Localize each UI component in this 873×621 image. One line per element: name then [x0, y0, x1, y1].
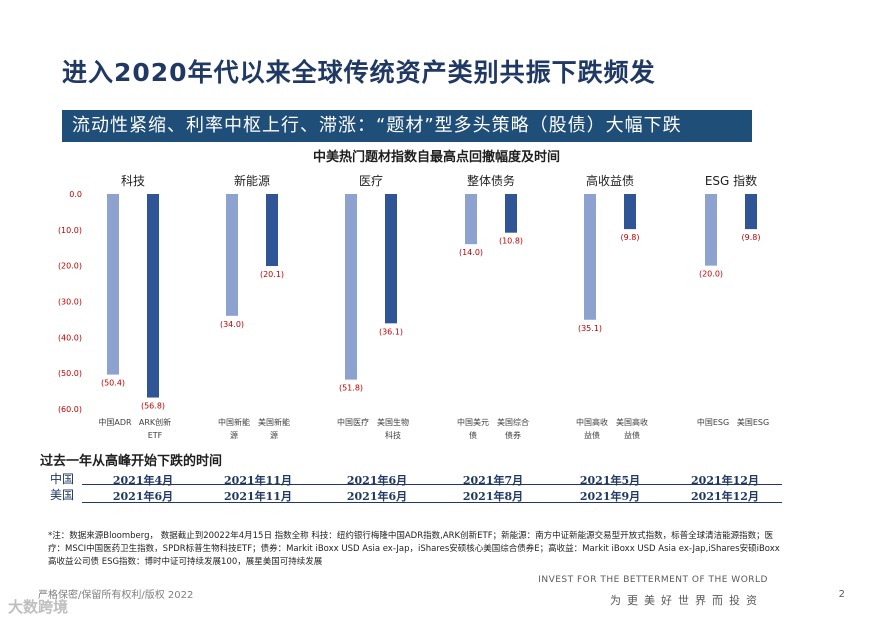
series-name-label: 益债: [584, 430, 600, 440]
date-us-newenergy: 2021年11月: [224, 490, 292, 503]
y-tick-label: (10.0): [58, 226, 82, 235]
category-label: 整体债务: [467, 173, 515, 188]
bar-us: [385, 194, 397, 324]
series-name-label: 美国新能: [258, 417, 290, 427]
series-name-label: 美国高收: [616, 417, 648, 427]
confidential-notice: 严格保密/保留所有权利/版权 2022: [38, 590, 194, 601]
category-label: 高收益债: [586, 173, 634, 188]
series-name-label: 美国ESG: [737, 417, 769, 427]
category-label: 医疗: [359, 174, 383, 188]
data-label: (50.4): [101, 379, 125, 388]
category-label: ESG 指数: [705, 173, 757, 188]
series-name-label: 中国美元: [457, 417, 489, 427]
bar-china: [705, 194, 717, 266]
data-label: (36.1): [379, 327, 403, 336]
date-us-medical: 2021年6月: [346, 490, 408, 503]
date-us-tech: 2021年6月: [112, 490, 174, 503]
bar-china: [345, 194, 357, 380]
timeline-row-label-us: 美国: [50, 488, 75, 502]
timeline-bottom-line: [82, 502, 782, 503]
section-banner: 流动性紧缩、利率中枢上行、滞涨：“题材”型多头策略（股债）大幅下跌: [62, 110, 752, 142]
y-tick-label: (50.0): [58, 369, 82, 378]
data-label: (14.0): [459, 248, 483, 257]
date-china-newenergy: 2021年11月: [224, 474, 292, 487]
date-china-tech: 2021年4月: [112, 474, 174, 487]
bar-china: [465, 194, 477, 245]
series-name-label: ETF: [148, 431, 163, 440]
timeline-row-label-china: 中国: [50, 472, 75, 486]
series-name-label: 中国ESG: [697, 417, 729, 427]
series-name-label: 中国新能: [218, 417, 250, 427]
watermark-logo: 大数跨境: [8, 598, 69, 616]
date-china-highyield: 2021年5月: [579, 474, 641, 487]
timeline-title: 过去一年从高峰开始下跌的时间: [40, 454, 223, 469]
date-us-bond: 2021年8月: [462, 490, 524, 503]
date-china-medical: 2021年6月: [346, 474, 408, 487]
timeline-divider: [82, 484, 782, 485]
data-label: (20.0): [699, 270, 723, 279]
series-name-label: 债券: [505, 430, 521, 440]
category-label: 科技: [121, 174, 145, 188]
data-label: (34.0): [220, 320, 244, 329]
y-tick-label: (60.0): [58, 405, 82, 414]
data-label: (10.8): [499, 237, 523, 246]
data-label: (56.8): [141, 402, 165, 411]
data-label: (20.1): [260, 270, 284, 279]
tagline-en: INVEST FOR THE BETTERMENT OF THE WORLD: [538, 575, 768, 585]
series-name-label: 中国高收: [576, 417, 608, 427]
tagline-cn: 为更美好世界而投资: [610, 594, 763, 607]
series-name-label: 中国ADR: [98, 417, 132, 427]
series-name-label: 债: [469, 430, 477, 440]
bar-us: [505, 194, 517, 233]
page-number: 2: [838, 589, 845, 600]
series-name-label: 源: [270, 431, 278, 440]
data-label: (35.1): [578, 324, 602, 333]
y-tick-label: 0.0: [69, 190, 82, 199]
bar-china: [584, 194, 596, 320]
series-name-label: 益债: [624, 430, 640, 440]
series-name-label: 中国医疗: [337, 417, 369, 427]
slide-title: 进入2020年代以来全球传统资产类别共振下跌频发: [62, 58, 656, 87]
series-name-label: 美国综合: [497, 417, 529, 427]
data-label: (51.8): [339, 384, 363, 393]
series-name-label: 源: [230, 431, 238, 440]
y-tick-label: (20.0): [58, 262, 82, 271]
y-tick-label: (30.0): [58, 298, 82, 307]
category-label: 新能源: [234, 173, 270, 188]
series-name-label: 科技: [385, 430, 401, 440]
date-us-highyield: 2021年9月: [579, 490, 641, 503]
bar-us: [745, 194, 757, 230]
bar-us: [147, 194, 159, 398]
bar-us: [624, 194, 636, 230]
chart-title: 中美热门题材指数自最高点回撤幅度及时间: [312, 150, 560, 165]
date-china-esg: 2021年12月: [691, 474, 759, 487]
bar-china: [107, 194, 119, 375]
date-us-esg: 2021年12月: [691, 490, 759, 503]
y-tick-label: (40.0): [58, 333, 82, 342]
series-name-label: ARK创新: [139, 417, 171, 427]
footnote: *注：数据来源Bloomberg， 数据截止到20022年4月15日 指数全称 …: [48, 531, 780, 567]
series-name-label: 美国生物: [377, 417, 409, 427]
date-china-bond: 2021年7月: [462, 474, 524, 487]
bar-china: [226, 194, 238, 316]
data-label: (9.8): [621, 233, 640, 242]
bar-us: [266, 194, 278, 267]
data-label: (9.8): [742, 233, 761, 242]
